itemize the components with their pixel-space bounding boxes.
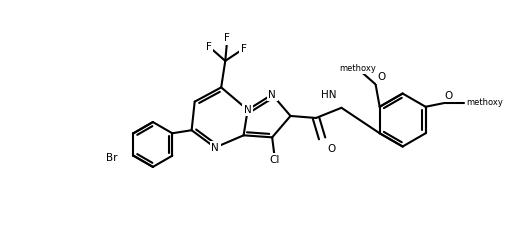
Text: O: O (444, 91, 452, 101)
Text: Cl: Cl (269, 155, 279, 165)
Text: O: O (378, 72, 386, 82)
Text: methoxy: methoxy (466, 98, 503, 107)
Text: F: F (206, 42, 212, 52)
Text: F: F (224, 34, 230, 44)
Text: HN: HN (321, 90, 336, 100)
Text: N: N (211, 143, 219, 153)
Text: F: F (241, 44, 247, 54)
Text: N: N (244, 105, 251, 115)
Text: N: N (268, 89, 276, 99)
Text: methoxy: methoxy (339, 64, 376, 73)
Text: O: O (327, 144, 335, 154)
Text: Br: Br (106, 153, 117, 163)
